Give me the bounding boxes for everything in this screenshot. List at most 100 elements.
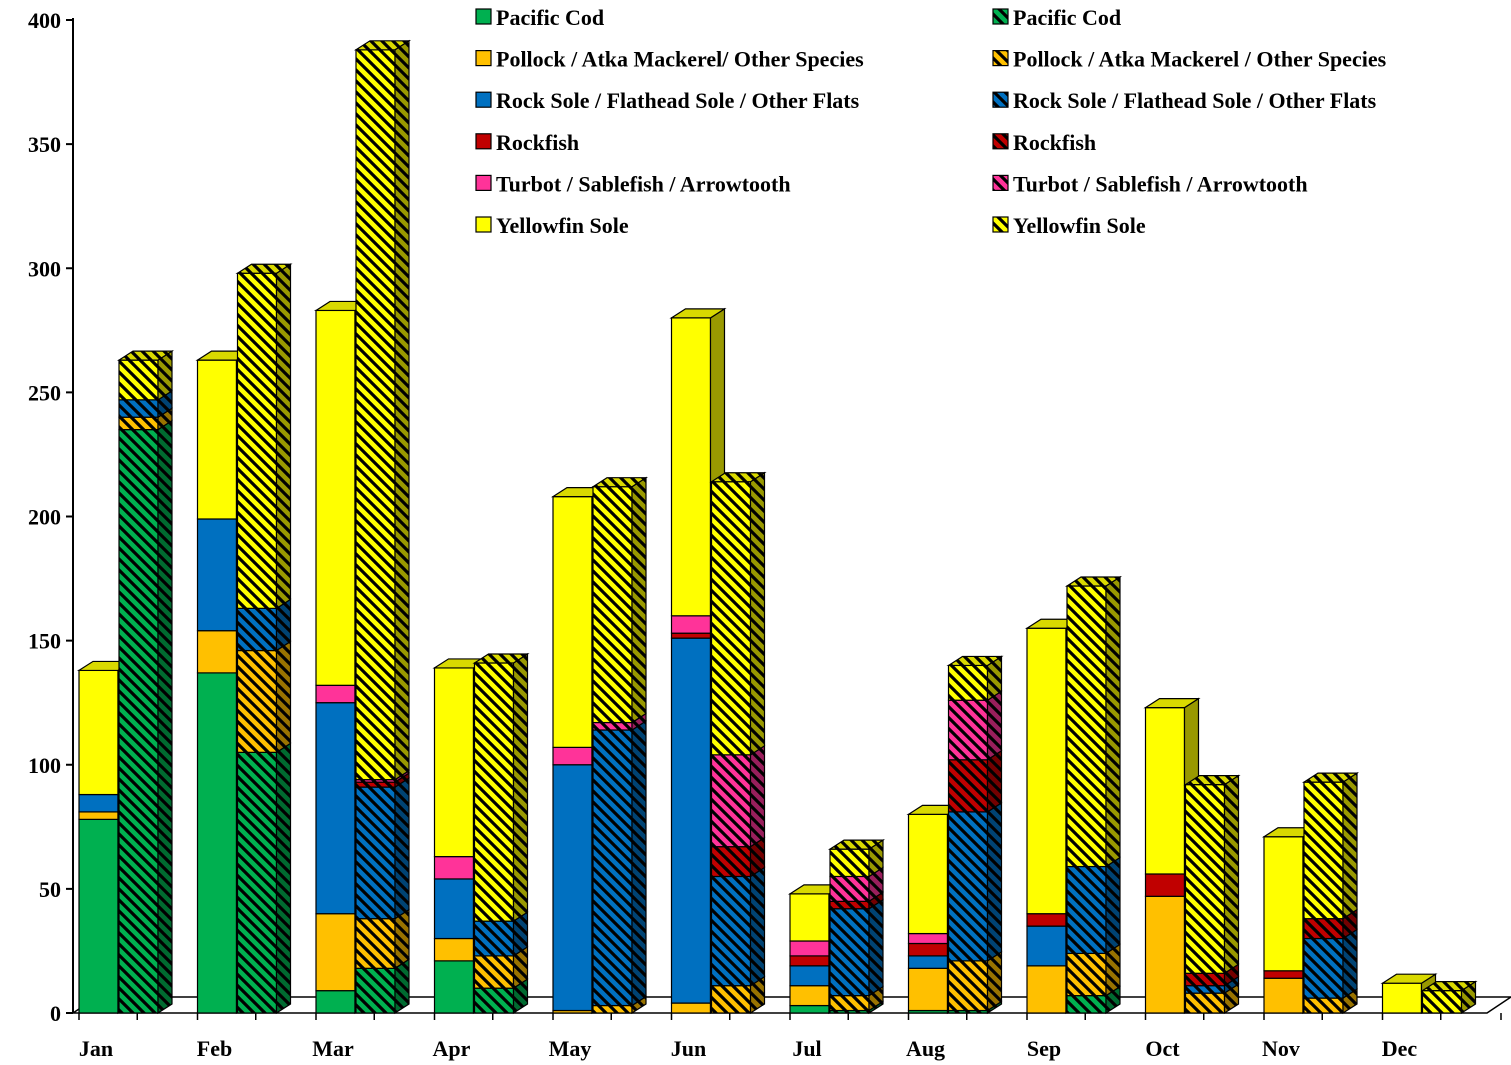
- bar-segment: [473, 955, 515, 989]
- bar-segment-side: [631, 476, 647, 724]
- bar-top-face: [669, 308, 727, 319]
- bar-segment-side: [631, 719, 647, 1007]
- bars: [76, 39, 1478, 1015]
- x-label-may: May: [549, 1036, 592, 1061]
- bar-segment: [710, 875, 752, 987]
- bar-segment-side: [749, 866, 766, 987]
- bar-segment: [907, 942, 949, 957]
- x-label-jul: Jul: [792, 1036, 821, 1061]
- y-tick-label: 400: [28, 8, 61, 33]
- bar-segment: [433, 856, 475, 880]
- legend-item: Yellowfin Sole: [992, 213, 1146, 238]
- bar-segment: [1184, 985, 1226, 994]
- x-label-oct: Oct: [1145, 1036, 1180, 1061]
- bar-top-face: [472, 653, 530, 664]
- legend-swatch: [475, 49, 492, 67]
- bar-segment: [433, 960, 475, 1014]
- legend-swatch: [475, 174, 492, 191]
- bar-segment: [1303, 937, 1344, 999]
- bar-hatched-jan: [116, 350, 175, 1015]
- bar-segment: [1066, 995, 1107, 1014]
- bar-segment: [907, 813, 949, 935]
- y-tick-label: 150: [28, 629, 61, 654]
- bar-segment: [1066, 952, 1107, 997]
- bar-segment: [710, 846, 752, 878]
- legend-swatch: [475, 8, 492, 25]
- legend-label: Rockfish: [1013, 130, 1096, 155]
- bar-segment: [670, 615, 712, 634]
- bar-hatched-feb: [235, 263, 293, 1015]
- bar-segment-side: [157, 419, 173, 1015]
- bar-hatched-aug: [946, 655, 1004, 1015]
- bar-segment: [315, 684, 356, 704]
- bar-top-face: [827, 839, 886, 850]
- legend-swatch: [475, 133, 492, 150]
- bar-segment: [829, 875, 870, 902]
- bar-top-face: [116, 350, 175, 361]
- bar-segment: [473, 987, 515, 1014]
- bar-segment: [1144, 707, 1186, 875]
- bar-segment: [829, 900, 870, 910]
- bar-top-face: [709, 472, 767, 483]
- legend-item: Rock Sole / Flathead Sole / Other Flats: [475, 88, 860, 113]
- bar-segment: [710, 754, 752, 848]
- bar-segment: [1026, 965, 1067, 1014]
- legend-item: Rockfish: [992, 130, 1096, 155]
- bar-segment: [592, 721, 633, 731]
- bar-segment: [829, 848, 870, 878]
- bar-segment-side: [1342, 772, 1358, 920]
- bar-segment: [1184, 992, 1226, 1014]
- bar-segment: [907, 967, 949, 1012]
- bar-segment: [78, 818, 119, 1014]
- bar-segment: [355, 781, 396, 788]
- bar-segment-side: [275, 640, 292, 754]
- bar-segment: [1263, 836, 1304, 972]
- legend-label: Pacific Cod: [496, 5, 604, 30]
- bar-segment: [789, 1004, 830, 1014]
- bar-hatched-oct: [1183, 774, 1241, 1015]
- x-label-jan: Jan: [79, 1036, 113, 1061]
- bar-segment: [552, 764, 593, 1012]
- y-tick-label: 300: [28, 256, 61, 281]
- bar-segment: [196, 518, 238, 632]
- bar-segment: [552, 496, 593, 748]
- bar-segment: [947, 664, 989, 701]
- bar-segment: [552, 746, 593, 766]
- bar-segment: [236, 649, 278, 753]
- bar-segment: [118, 416, 159, 431]
- bar-hatched-nov: [1301, 772, 1360, 1015]
- bar-segment-side: [986, 950, 1003, 1012]
- bar-segment: [1184, 784, 1226, 974]
- x-label-dec: Dec: [1382, 1036, 1418, 1061]
- bar-segment-side: [394, 776, 410, 920]
- bar-segment: [1066, 585, 1107, 868]
- bar-hatched-jun: [709, 471, 767, 1015]
- y-tick-label: 0: [50, 1001, 61, 1026]
- bar-hatched-dec: [1420, 980, 1478, 1015]
- bar-segment: [315, 913, 356, 992]
- bar-top-face: [1420, 981, 1478, 992]
- bar-segment-side: [986, 690, 1003, 761]
- legend-item: Rockfish: [475, 130, 579, 155]
- bar-segment: [907, 932, 949, 945]
- legend-item: Turbot / Sablefish / Arrowtooth: [992, 171, 1308, 196]
- bar-top-face: [946, 655, 1004, 667]
- bar-segment: [78, 811, 119, 820]
- bar-segment: [236, 607, 278, 652]
- legend: Pacific Cod Pollock / Atka Mackerel/ Othe…: [475, 5, 1387, 238]
- bar-top-face: [590, 477, 649, 488]
- bar-segment: [947, 960, 989, 1012]
- bar-segment-side: [394, 39, 410, 781]
- bar-segment: [789, 965, 830, 987]
- bar-segment: [433, 667, 475, 858]
- bar-segment-side: [275, 263, 292, 610]
- legend-item: Pacific Cod: [992, 5, 1121, 30]
- bar-segment-side: [394, 908, 410, 970]
- bar-segment: [315, 990, 356, 1014]
- bar-segment-side: [749, 744, 766, 848]
- bar-segment: [118, 399, 159, 418]
- bar-segment-side: [1342, 928, 1358, 1000]
- bar-segment: [1303, 781, 1344, 920]
- bar-segment: [355, 967, 396, 1014]
- bar-segment: [118, 429, 159, 1014]
